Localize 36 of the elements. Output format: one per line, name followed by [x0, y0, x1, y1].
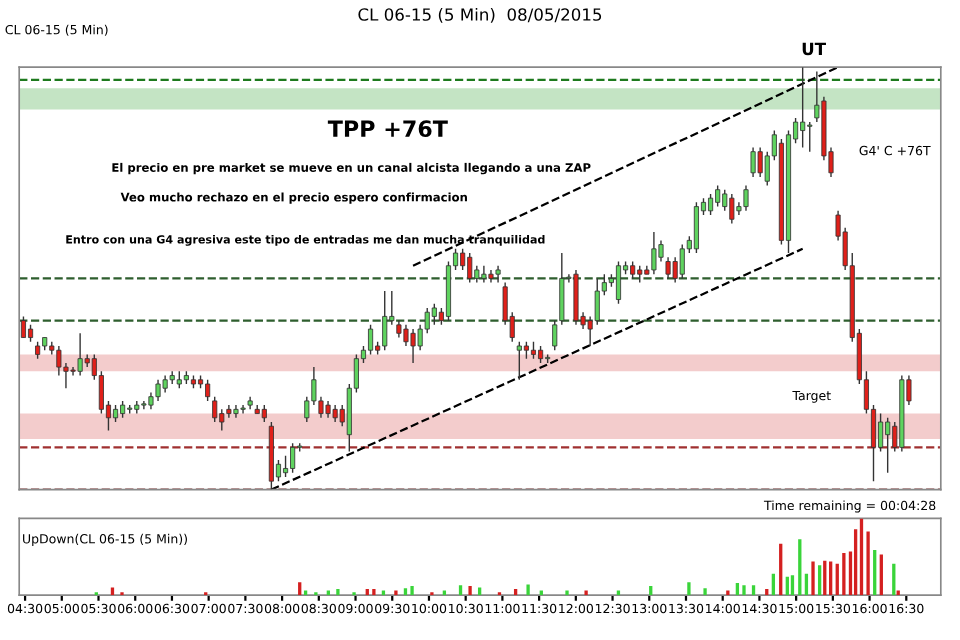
candlestick [516, 341, 522, 381]
candlestick [693, 201, 699, 254]
candlestick [155, 379, 161, 402]
candlestick [651, 231, 657, 275]
candlestick [219, 408, 225, 432]
candlestick [750, 146, 756, 178]
candlestick [878, 412, 884, 453]
candlestick [757, 146, 763, 178]
candlestick [460, 248, 466, 271]
candlestick [807, 121, 813, 153]
candlestick [431, 303, 437, 326]
candlestick [743, 184, 749, 212]
candlestick [283, 455, 289, 478]
candlestick [382, 290, 388, 351]
text: UT [802, 42, 826, 56]
candlestick [729, 193, 735, 225]
candlestick [205, 379, 211, 402]
candlestick [715, 184, 721, 208]
candlestick [212, 395, 218, 423]
candlestick [290, 442, 296, 474]
candlestick [615, 260, 622, 305]
candlestick [679, 243, 685, 280]
candlestick [467, 252, 473, 284]
candlestick [368, 324, 374, 356]
candlestick [708, 193, 714, 216]
candlestick [20, 315, 26, 339]
chart-title: CL 06-15 (5 Min) 08/05/2015 [358, 7, 602, 23]
candlestick [481, 265, 487, 284]
candlestick [800, 67, 806, 149]
candlestick [410, 328, 416, 364]
candlestick [885, 417, 891, 474]
candlestick [573, 269, 579, 326]
candlestick [672, 256, 678, 284]
candlestick [495, 265, 501, 284]
candlestick [77, 332, 83, 377]
annotation: TPP +76T [327, 120, 448, 138]
